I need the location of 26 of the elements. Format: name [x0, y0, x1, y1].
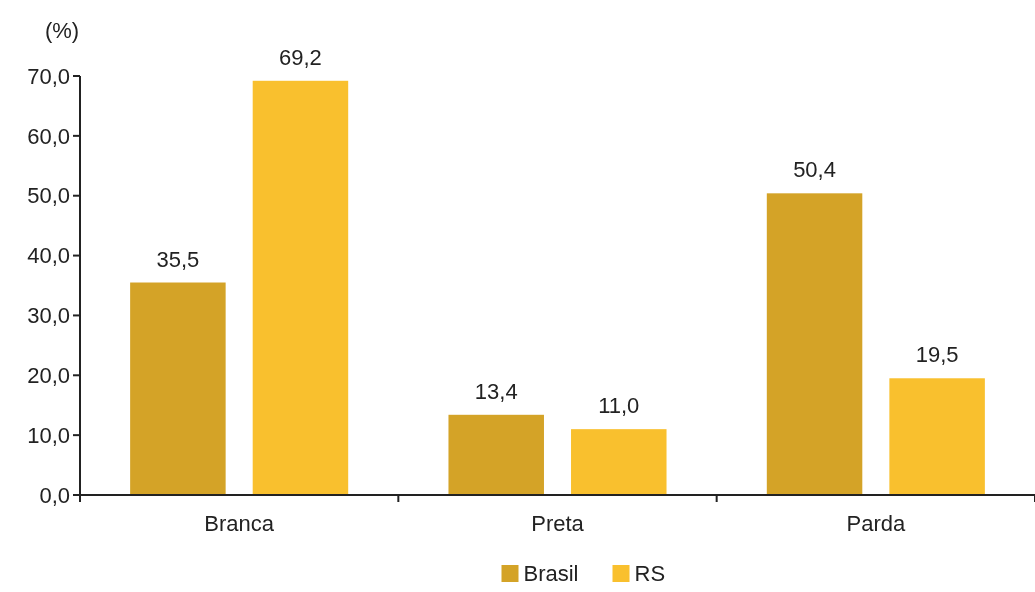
y-tick-label: 10,0: [27, 422, 70, 448]
legend-label: RS: [634, 561, 666, 586]
y-tick-label: 70,0: [27, 63, 70, 89]
bar: [571, 429, 667, 495]
y-tick-label: 60,0: [27, 123, 70, 149]
y-tick-label: 50,0: [27, 183, 70, 209]
data-label: 35,5: [156, 246, 200, 272]
y-tick-label: 40,0: [27, 243, 70, 269]
data-label: 13,4: [474, 378, 518, 404]
legend-label: Brasil: [523, 561, 579, 586]
x-tick-label: Parda: [846, 511, 906, 536]
y-tick-label: 0,0: [39, 482, 70, 508]
bar: [448, 414, 544, 495]
bar: [130, 282, 226, 495]
bar: [766, 193, 863, 495]
data-label: 50,4: [793, 157, 836, 183]
x-tick-label: Branca: [204, 511, 275, 536]
data-label: 19,5: [915, 342, 959, 368]
bar: [889, 378, 985, 495]
data-label: 11,0: [598, 393, 640, 419]
bar: [252, 80, 349, 495]
data-label: 69,2: [279, 44, 322, 70]
x-tick-label: Preta: [531, 511, 585, 536]
y-tick-label: 30,0: [27, 303, 70, 329]
y-axis-title: (%): [44, 18, 80, 43]
y-tick-label: 20,0: [27, 362, 70, 388]
